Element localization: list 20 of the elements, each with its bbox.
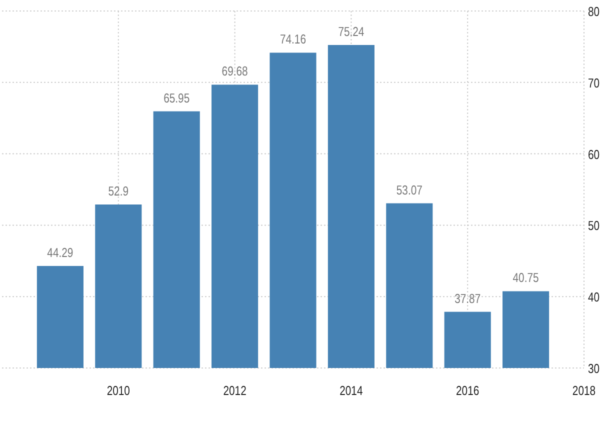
- data-label: 69.68: [222, 64, 248, 79]
- data-label: 53.07: [396, 183, 422, 198]
- data-label: 40.75: [512, 271, 540, 286]
- x-tick-label: 2012: [223, 384, 246, 398]
- y-tick-label: 30: [588, 362, 600, 376]
- data-label: 37.87: [454, 292, 481, 306]
- y-tick-label: 60: [588, 148, 600, 162]
- y-tick-label: 70: [588, 76, 600, 91]
- data-label: 52.9: [108, 184, 129, 199]
- y-tick-label: 50: [588, 219, 600, 234]
- data-label: 74.16: [280, 32, 306, 48]
- y-tick-label: 40: [588, 290, 600, 305]
- data-label: 75.24: [338, 24, 365, 40]
- x-tick-label: 2018: [572, 384, 596, 398]
- data-label: 65.95: [164, 91, 190, 106]
- data-label: 44.29: [47, 246, 74, 260]
- y-tick-label: 80: [588, 4, 600, 20]
- x-tick-label: 2014: [340, 384, 364, 398]
- x-tick-label: 2010: [106, 384, 130, 398]
- x-tick-label: 2016: [456, 384, 480, 398]
